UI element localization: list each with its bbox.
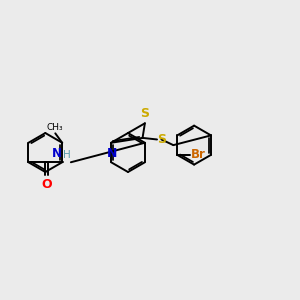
Text: CH₃: CH₃	[47, 123, 64, 132]
Text: N: N	[106, 146, 117, 160]
Text: S: S	[157, 133, 166, 146]
Text: N: N	[52, 147, 62, 160]
Text: O: O	[41, 178, 52, 191]
Text: Br: Br	[191, 148, 206, 161]
Text: S: S	[140, 107, 149, 121]
Text: H: H	[63, 150, 71, 160]
